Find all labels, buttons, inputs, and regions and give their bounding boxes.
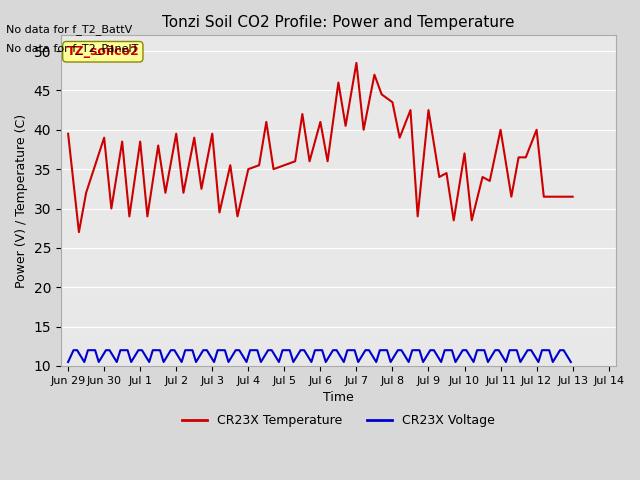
Title: Tonzi Soil CO2 Profile: Power and Temperature: Tonzi Soil CO2 Profile: Power and Temper…	[162, 15, 515, 30]
Legend: CR23X Temperature, CR23X Voltage: CR23X Temperature, CR23X Voltage	[177, 409, 500, 432]
Text: No data for f_T2_BattV: No data for f_T2_BattV	[6, 24, 132, 35]
Y-axis label: Power (V) / Temperature (C): Power (V) / Temperature (C)	[15, 114, 28, 288]
Text: TZ_soilco2: TZ_soilco2	[67, 45, 140, 58]
X-axis label: Time: Time	[323, 391, 354, 404]
Text: No data for f_T2_PanelT: No data for f_T2_PanelT	[6, 43, 139, 54]
